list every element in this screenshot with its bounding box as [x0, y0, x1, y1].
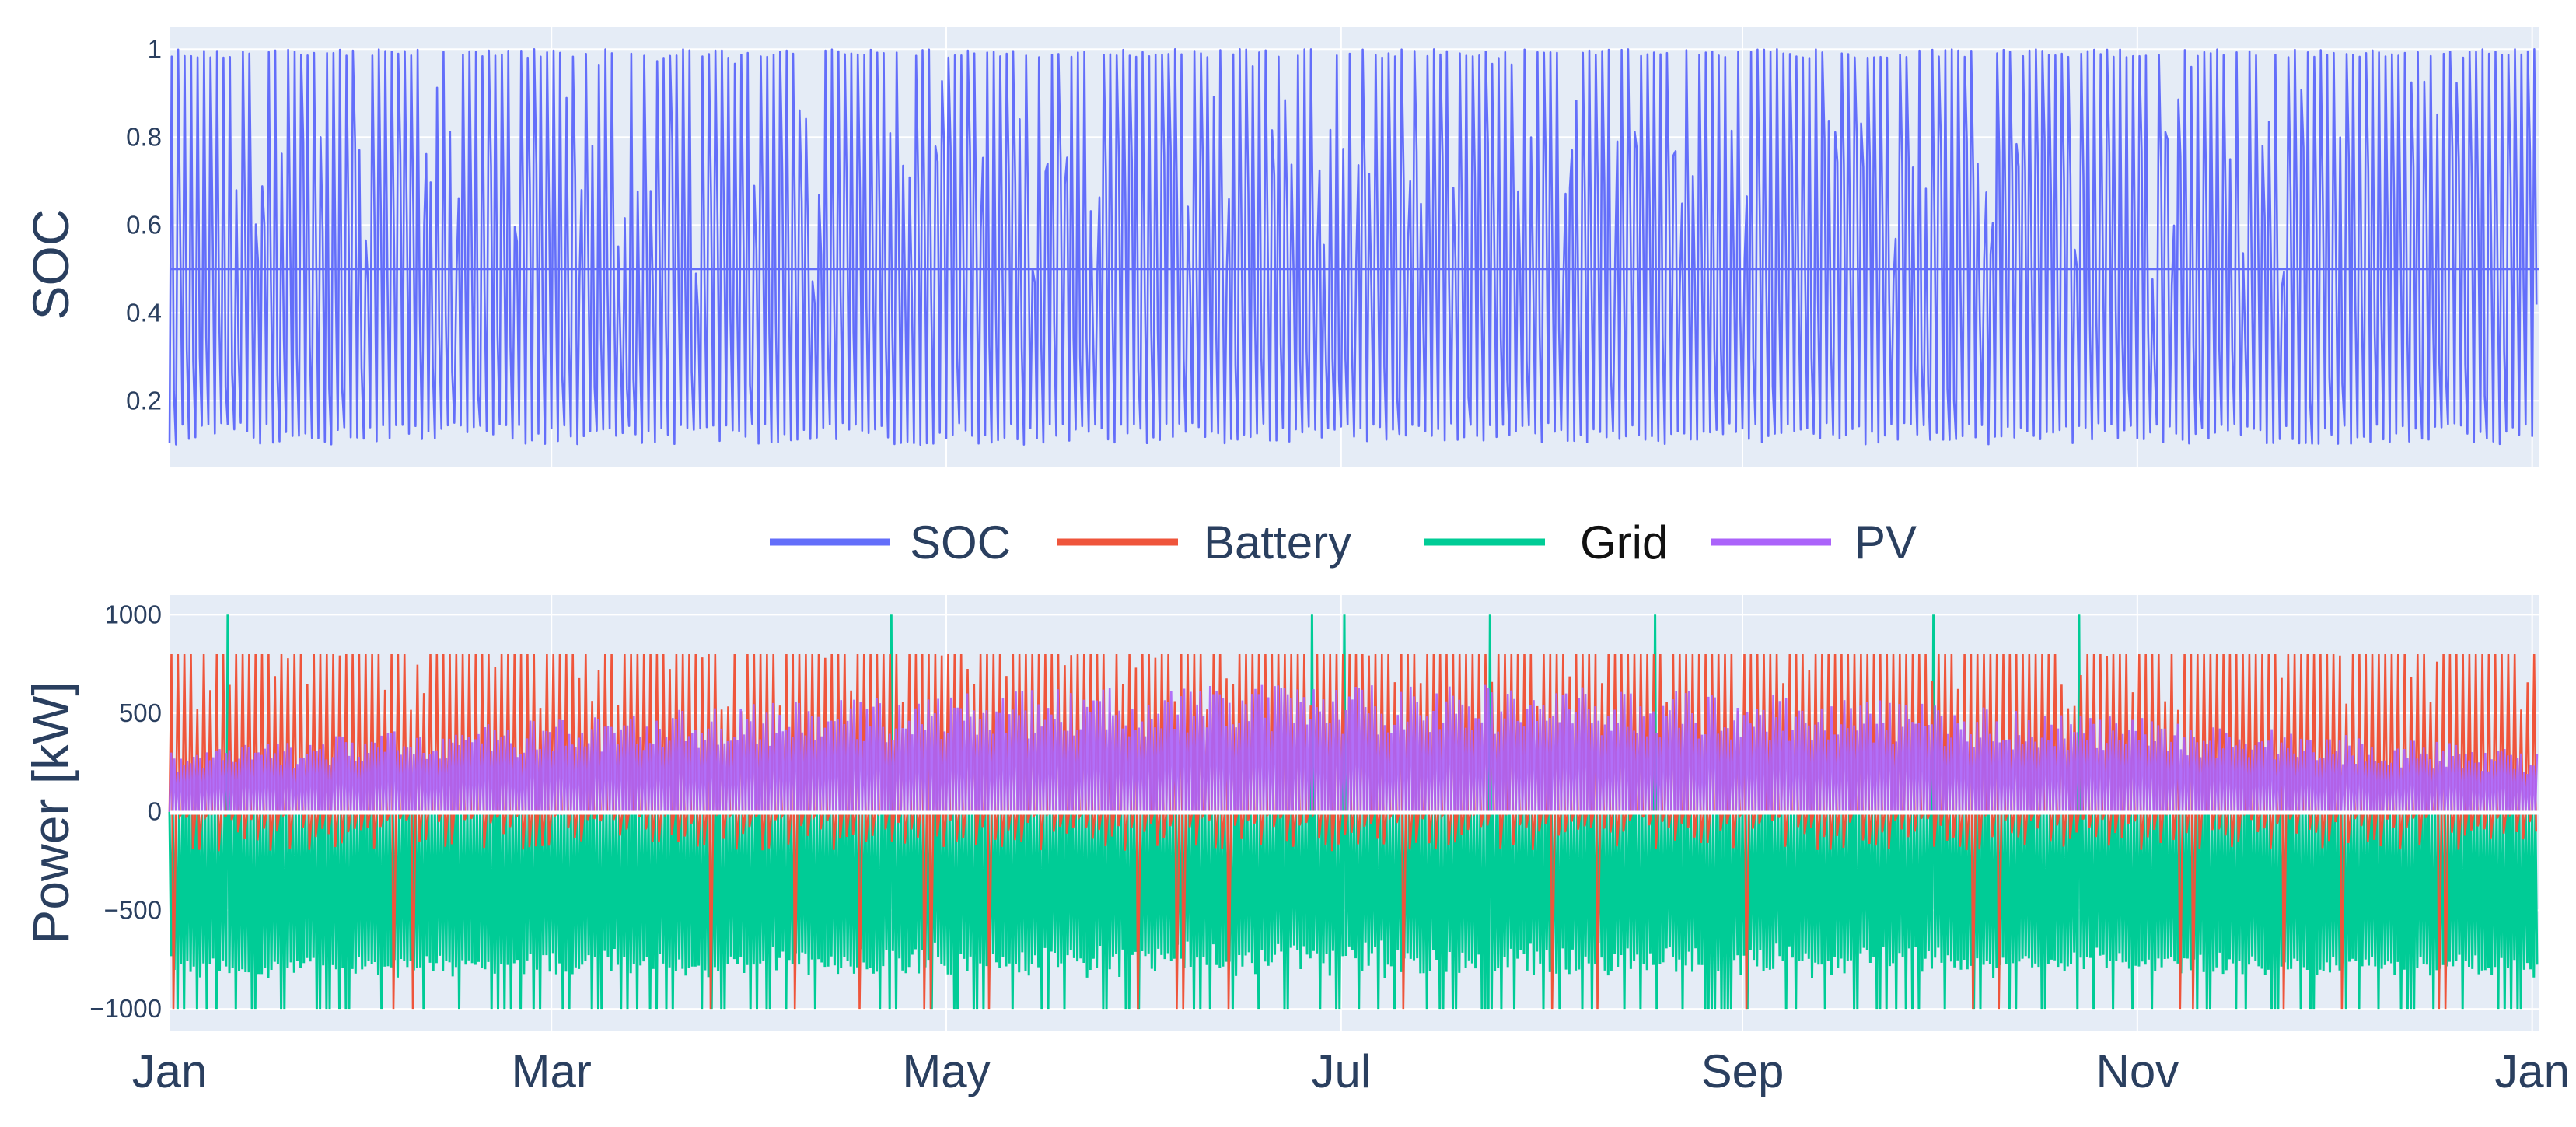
power-subplot: −1000 −500 0 500 1000 Jan Mar May Jul Sep Nov Jan … — [22, 595, 2570, 1097]
legend-item-battery[interactable]: Battery — [1057, 516, 1351, 569]
soc-y-ticks: 0.2 0.4 0.6 0.8 1 — [126, 34, 162, 415]
power-y-tick-label: −1000 — [89, 994, 162, 1023]
x-tick-label: Sep — [1701, 1045, 1784, 1097]
legend-label-soc: SOC — [910, 516, 1011, 569]
x-tick-label: Nov — [2095, 1045, 2179, 1097]
soc-y-tick-label: 0.4 — [126, 298, 162, 327]
power-y-ticks: −1000 −500 0 500 1000 — [89, 600, 162, 1023]
x-tick-label: May — [902, 1045, 990, 1097]
legend-item-soc[interactable]: SOC — [770, 516, 1011, 569]
legend-label-pv: PV — [1854, 516, 1917, 569]
soc-series-line — [168, 47, 2538, 446]
legend-item-pv[interactable]: PV — [1711, 516, 1917, 569]
soc-y-tick-label: 0.8 — [126, 122, 162, 151]
soc-y-tick-label: 0.2 — [126, 386, 162, 415]
power-y-tick-label: 0 — [148, 797, 162, 826]
grid-series-line — [168, 614, 2539, 1010]
power-y-tick-label: 1000 — [105, 600, 162, 628]
legend-label-battery: Battery — [1204, 516, 1351, 569]
legend-item-grid[interactable]: Grid — [1424, 516, 1668, 569]
power-y-axis-label: Power [kW] — [22, 681, 79, 943]
soc-y-axis-label: SOC — [22, 208, 79, 320]
power-y-tick-label: 500 — [119, 698, 162, 727]
power-x-ticks: Jan Mar May Jul Sep Nov Jan — [132, 1045, 2570, 1097]
soc-y-tick-label: 0.6 — [126, 210, 162, 239]
soc-series — [168, 47, 2539, 446]
x-tick-label: Mar — [512, 1045, 592, 1097]
soc-subplot: 0.2 0.4 0.6 0.8 1 SOC — [22, 27, 2539, 467]
x-tick-label: Jan — [2494, 1045, 2570, 1097]
power-y-tick-label: −500 — [104, 895, 162, 924]
legend-label-grid: Grid — [1580, 516, 1668, 569]
soc-y-tick-label: 1 — [148, 34, 162, 63]
legend[interactable]: SOC Battery Grid PV — [770, 516, 1917, 569]
x-tick-label: Jul — [1311, 1045, 1371, 1097]
pv-series-line — [168, 684, 2539, 812]
x-tick-label: Jan — [132, 1045, 208, 1097]
